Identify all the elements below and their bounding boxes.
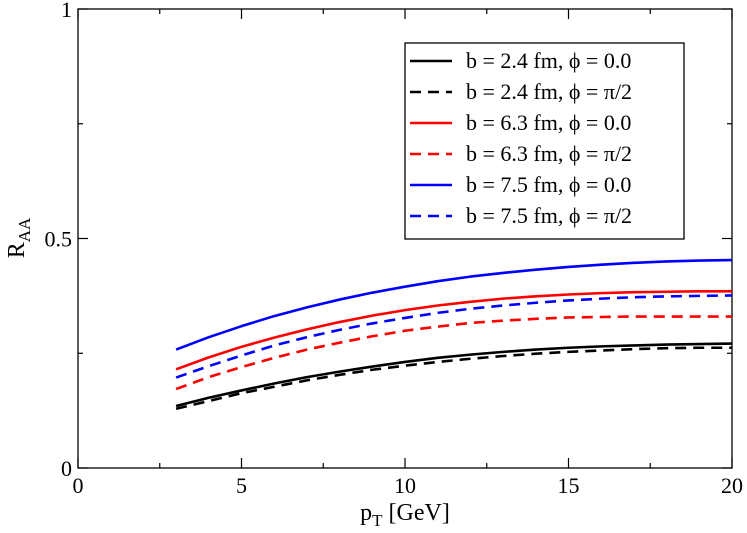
legend-label: b = 2.4 fm, ϕ = 0.0 — [466, 48, 631, 73]
axis-tick-labels: 0 5 10 15 20 0 0.5 1 — [45, 0, 744, 498]
y-tick-label: 0 — [61, 456, 72, 481]
series-line-5 — [175, 258, 733, 351]
series-line-4 — [175, 315, 732, 391]
y-tick-label: 1 — [61, 0, 72, 22]
legend-label: b = 6.3 fm, ϕ = π/2 — [466, 141, 632, 166]
x-tick-label: 5 — [236, 473, 247, 498]
legend-label: b = 6.3 fm, ϕ = 0.0 — [466, 110, 631, 135]
legend-label: b = 2.4 fm, ϕ = π/2 — [466, 79, 632, 104]
y-axis-title: RAA — [4, 217, 34, 258]
legend: b = 2.4 fm, ϕ = 0.0 b = 2.4 fm, ϕ = π/2 b … — [404, 42, 685, 240]
legend-label: b = 7.5 fm, ϕ = 0.0 — [466, 172, 631, 197]
series-lines — [175, 258, 733, 411]
x-tick-label: 15 — [558, 473, 580, 498]
series-line-2 — [175, 346, 732, 411]
series-line-1 — [175, 342, 733, 408]
x-tick-label: 20 — [721, 473, 743, 498]
x-axis-title: pT [GeV] — [360, 500, 450, 530]
x-tick-label: 10 — [394, 473, 416, 498]
x-tick-label: 0 — [73, 473, 84, 498]
legend-label: b = 7.5 fm, ϕ = π/2 — [466, 203, 632, 228]
legend-box — [404, 42, 685, 240]
series-line-6 — [175, 294, 733, 379]
series-line-3 — [175, 289, 732, 371]
y-tick-label: 0.5 — [45, 227, 73, 252]
axis-ticks — [77, 8, 733, 469]
